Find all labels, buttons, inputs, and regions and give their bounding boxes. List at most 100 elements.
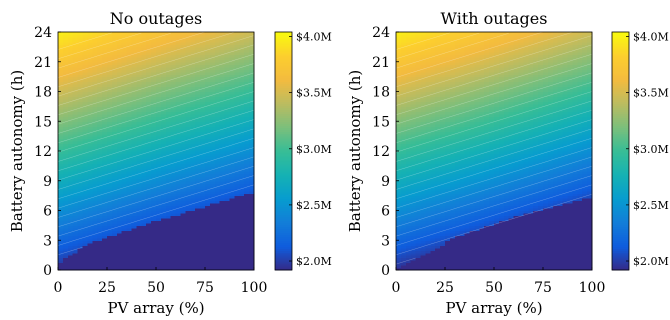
heatmap-cell — [141, 136, 147, 140]
heatmap-cell — [209, 103, 216, 107]
heatmap-cell — [200, 183, 206, 187]
heatmap-cell — [180, 183, 186, 187]
heatmap-cell — [121, 84, 128, 88]
heatmap-cell — [244, 118, 250, 122]
heatmap-cell — [400, 93, 407, 98]
heatmap-cell — [77, 220, 84, 224]
heatmap-cell — [131, 136, 137, 140]
heatmap-cell — [82, 123, 88, 127]
heatmap-cell — [160, 86, 167, 90]
heatmap-cell — [146, 59, 152, 63]
heatmap-cell — [146, 198, 152, 202]
heatmap-cell — [151, 198, 157, 202]
heatmap-cell — [107, 66, 113, 70]
heatmap-cell — [102, 69, 108, 73]
heatmap-cell — [195, 56, 201, 60]
heatmap-cell — [126, 217, 133, 222]
heatmap-cell — [195, 76, 201, 80]
heatmap-cell — [249, 190, 255, 194]
heatmap-cell — [165, 46, 172, 50]
colorbar-segment — [275, 99, 292, 103]
heatmap-cell — [425, 93, 431, 98]
heatmap-cell — [185, 153, 191, 157]
heatmap-cell — [62, 86, 69, 90]
heatmap-cell — [229, 212, 235, 217]
heatmap-cell — [160, 133, 167, 137]
heatmap-cell — [87, 36, 93, 41]
heatmap-cell — [396, 237, 402, 241]
heatmap-cell — [400, 185, 407, 189]
heatmap-cell — [77, 215, 84, 219]
heatmap-cell — [205, 262, 211, 266]
heatmap-cell — [435, 86, 441, 90]
heatmap-cell — [244, 230, 250, 234]
heatmap-cell — [136, 215, 142, 219]
heatmap-cell — [141, 210, 147, 214]
heatmap-cell — [156, 237, 162, 241]
heatmap-cell — [244, 188, 250, 192]
heatmap-cell — [141, 106, 147, 110]
heatmap-cell — [160, 227, 167, 231]
heatmap-cell — [214, 173, 221, 177]
heatmap-cell — [58, 101, 64, 105]
colorbar-tick-label: $4.0M — [296, 30, 332, 43]
heatmap-cell — [219, 101, 226, 105]
heatmap-cell — [180, 56, 186, 60]
heatmap-cell — [116, 103, 123, 107]
heatmap-cell — [410, 116, 417, 120]
heatmap-cell — [92, 183, 98, 187]
heatmap-cell — [141, 163, 147, 167]
heatmap-cell — [87, 59, 93, 63]
heatmap-cell — [160, 222, 167, 226]
heatmap-cell — [440, 185, 446, 189]
heatmap-cell — [420, 247, 426, 251]
heatmap-cell — [151, 131, 157, 135]
heatmap-cell — [425, 247, 431, 251]
heatmap-cell — [244, 160, 250, 164]
heatmap-cell — [92, 220, 98, 224]
heatmap-cell — [229, 205, 235, 209]
heatmap-cell — [180, 188, 186, 192]
heatmap-cell — [239, 74, 245, 78]
heatmap-cell — [102, 188, 108, 192]
heatmap-cell — [400, 262, 407, 266]
heatmap-cell — [87, 39, 93, 43]
heatmap-cell — [180, 128, 186, 132]
heatmap-cell — [72, 116, 79, 120]
heatmap-cell — [156, 245, 162, 249]
heatmap-cell — [430, 121, 436, 125]
heatmap-cell — [244, 126, 250, 130]
heatmap-cell — [102, 193, 108, 197]
heatmap-cell — [156, 252, 162, 256]
heatmap-cell — [58, 123, 64, 127]
heatmap-cell — [209, 66, 216, 70]
heatmap-cell — [156, 175, 162, 179]
heatmap-cell — [219, 180, 226, 184]
heatmap-cell — [97, 34, 103, 38]
colorbar-segment — [275, 71, 292, 75]
heatmap-cell — [420, 153, 426, 157]
colorbar-segment — [275, 151, 292, 154]
heatmap-cell — [229, 81, 235, 85]
heatmap-cell — [136, 46, 142, 50]
heatmap-cell — [121, 74, 128, 78]
heatmap-cell — [126, 133, 133, 137]
heatmap-cell — [136, 173, 142, 177]
heatmap-cell — [410, 44, 417, 48]
heatmap-cell — [107, 96, 113, 100]
heatmap-cell — [219, 131, 226, 135]
heatmap-cell — [396, 69, 402, 73]
x-tick-label: 0 — [54, 280, 63, 296]
heatmap-cell — [136, 183, 142, 187]
heatmap-cell — [410, 267, 417, 271]
heatmap-cell — [165, 74, 172, 78]
heatmap-cell — [209, 163, 216, 167]
heatmap-cell — [62, 84, 69, 88]
heatmap-cell — [156, 51, 162, 55]
heatmap-cell — [58, 61, 64, 65]
heatmap-cell — [160, 76, 167, 80]
heatmap-cell — [420, 143, 426, 147]
heatmap-cell — [214, 93, 221, 98]
heatmap-cell — [435, 222, 441, 226]
heatmap-cell — [165, 121, 172, 125]
